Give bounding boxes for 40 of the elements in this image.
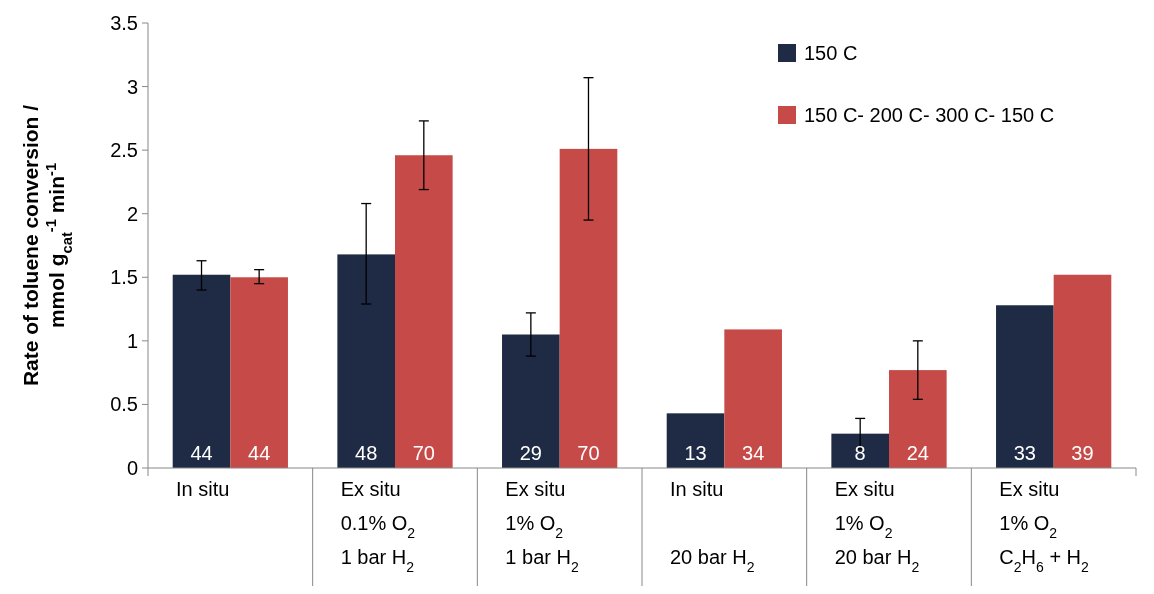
bar [337,254,395,468]
x-tick-label: Ex situ 1% O$_{2}$ 1 bar H$_{2}$ [505,478,579,575]
y-tick-label: 3.5 [110,12,138,34]
bar [502,334,560,468]
y-tick-label: 0 [126,457,138,479]
bar [996,305,1054,468]
annotation: 44 [248,442,271,464]
y-tick-label: 0.5 [110,393,138,416]
x-tick-label: Ex situ 1% O$_{2}$ 20 bar H$_{2}$ [834,478,920,575]
bar [559,148,618,468]
annotation: 8 [854,442,866,464]
annotation: 70 [412,442,435,464]
annotation: 29 [519,442,542,464]
legend-label: 150 C- 200 C- 300 C- 150 C [804,104,1055,126]
bar [1053,274,1112,468]
y-tick-label: 2.5 [110,139,138,162]
y-tick-label: 2 [126,202,138,225]
annotation: 13 [684,442,707,464]
bar [889,370,947,468]
bar [831,433,889,468]
y-tick-label: 1 [126,329,138,352]
x-tick-label: Ex situ 0.1% O$_{2}$ 1 bar H$_{2}$ [340,478,416,575]
x-tick-label: In situ [176,478,230,500]
annotation: 48 [355,442,378,464]
y-tick-label: 3 [126,75,138,98]
bar [230,277,288,468]
bar [172,274,231,468]
annotation: 33 [1013,442,1036,464]
bar [724,329,782,468]
bar [395,155,453,468]
annotation: 24 [906,442,929,464]
annotation: 34 [742,442,765,464]
annotation: 44 [190,442,213,464]
legend-label: 150 C [804,42,858,64]
bar [666,413,725,468]
annotation: 70 [577,442,600,464]
category-label: In situ 20 bar H$_{2}$ [670,478,755,575]
y-tick-label: 1.5 [110,266,138,289]
category-label: Ex situ 1% O$_{2}$ C$_{2}$H$_{6}$ + H$_{2}$ [999,478,1089,575]
annotation: 39 [1071,442,1094,464]
